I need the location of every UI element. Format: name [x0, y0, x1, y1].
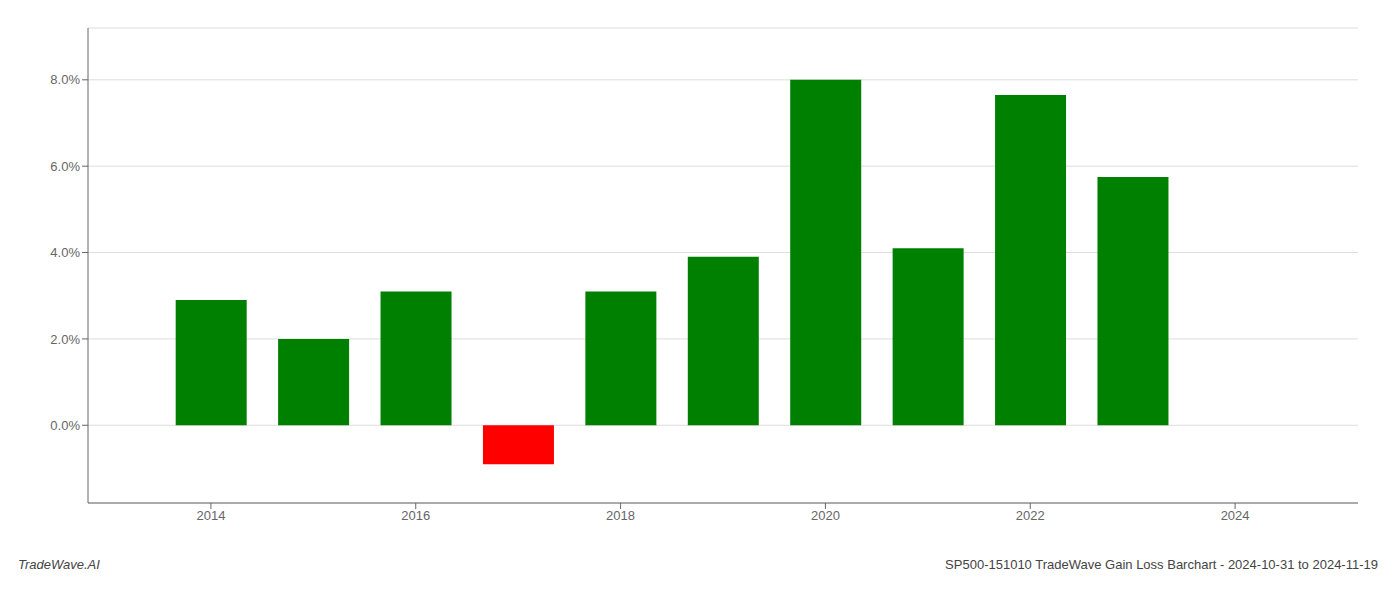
svg-text:6.0%: 6.0% — [50, 159, 80, 174]
svg-text:2022: 2022 — [1016, 508, 1045, 523]
svg-text:8.0%: 8.0% — [50, 72, 80, 87]
svg-text:2020: 2020 — [811, 508, 840, 523]
svg-text:2018: 2018 — [606, 508, 635, 523]
svg-text:2024: 2024 — [1221, 508, 1250, 523]
html-text:TradeWave.AI: TradeWave.AI — [18, 557, 100, 572]
svg-text:4.0%: 4.0% — [50, 245, 80, 260]
svg-text:2016: 2016 — [401, 508, 430, 523]
svg-text:0.0%: 0.0% — [50, 418, 80, 433]
html-text:SP500-151010 TradeWave Gain Lo: SP500-151010 TradeWave Gain Loss Barchar… — [945, 557, 1378, 572]
svg-text:2014: 2014 — [196, 508, 225, 523]
svg-text:2.0%: 2.0% — [50, 332, 80, 347]
